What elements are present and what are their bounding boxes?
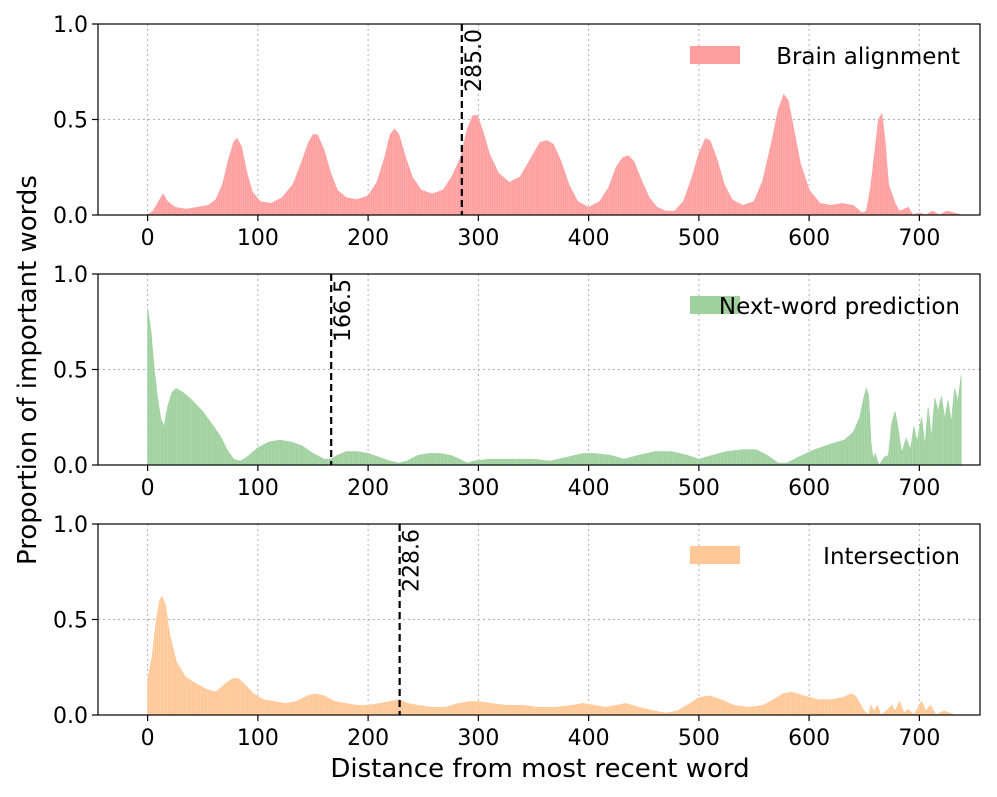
x-tick-label: 500 [678, 476, 720, 501]
x-tick-label: 600 [788, 226, 830, 251]
x-tick-label: 700 [898, 226, 940, 251]
series-bars [149, 96, 958, 215]
y-axis-title: Proportion of important words [13, 175, 43, 565]
x-tick-label: 0 [141, 726, 155, 751]
x-tick-label: 400 [568, 476, 610, 501]
x-tick-label: 600 [788, 476, 830, 501]
x-tick-label: 500 [678, 726, 720, 751]
y-tick-label: 1.0 [53, 513, 88, 538]
panel-3: 0 100 200 300 400 500 600 700 0.0 0.5 1.0 228.6 Inte… [53, 513, 981, 751]
legend-swatch [690, 546, 740, 564]
series-area [147, 595, 955, 715]
x-axis-title: Distance from most recent word [330, 754, 749, 784]
legend-label: Brain alignment [776, 44, 960, 70]
x-tick-label: 200 [347, 476, 389, 501]
x-tick-label: 700 [898, 476, 940, 501]
y-tick-label: 0.5 [53, 609, 88, 634]
x-tick-label: 200 [347, 226, 389, 251]
y-tick-label: 0.5 [53, 109, 88, 134]
y-tick-label: 0.0 [53, 454, 88, 479]
x-tick-label: 100 [237, 226, 279, 251]
series-area [147, 308, 962, 465]
x-tick-label: 400 [568, 226, 610, 251]
series-area [146, 93, 962, 215]
y-tick-label: 1.0 [53, 13, 88, 38]
legend-swatch [690, 296, 740, 314]
x-tick-label: 300 [457, 476, 499, 501]
x-tick-label: 100 [237, 476, 279, 501]
series-bars [147, 598, 953, 715]
legend-swatch [690, 46, 740, 64]
panel-2: 0 100 200 300 400 500 600 700 0.0 0.5 1.0 166.5 Next… [53, 263, 981, 501]
y-tick-label: 0.0 [53, 704, 88, 729]
legend: Next-word prediction [690, 294, 960, 320]
y-tick-label: 0.5 [53, 359, 88, 384]
x-tick-label: 0 [141, 476, 155, 501]
panels: 0 100 200 300 400 500 600 700 0.0 0.5 1.0 285.0 Brai… [53, 13, 981, 751]
series-bars [147, 308, 962, 465]
y-tick-label: 0.0 [53, 204, 88, 229]
panel-1: 0 100 200 300 400 500 600 700 0.0 0.5 1.0 285.0 Brai… [53, 13, 981, 251]
x-tick-label: 600 [788, 726, 830, 751]
x-tick-label: 500 [678, 226, 720, 251]
legend: Brain alignment [690, 44, 960, 70]
x-tick-label: 400 [568, 726, 610, 751]
mean-line-label: 285.0 [462, 29, 487, 92]
legend-label: Next-word prediction [719, 294, 960, 320]
x-tick-label: 100 [237, 726, 279, 751]
mean-line-label: 166.5 [331, 279, 356, 342]
x-tick-label: 0 [141, 226, 155, 251]
x-tick-label: 200 [347, 726, 389, 751]
legend-label: Intersection [823, 544, 960, 570]
x-tick-label: 300 [457, 726, 499, 751]
x-tick-label: 700 [898, 726, 940, 751]
y-tick-label: 1.0 [53, 263, 88, 288]
legend: Intersection [690, 544, 960, 570]
mean-line-label: 228.6 [400, 529, 425, 592]
x-tick-label: 300 [457, 226, 499, 251]
